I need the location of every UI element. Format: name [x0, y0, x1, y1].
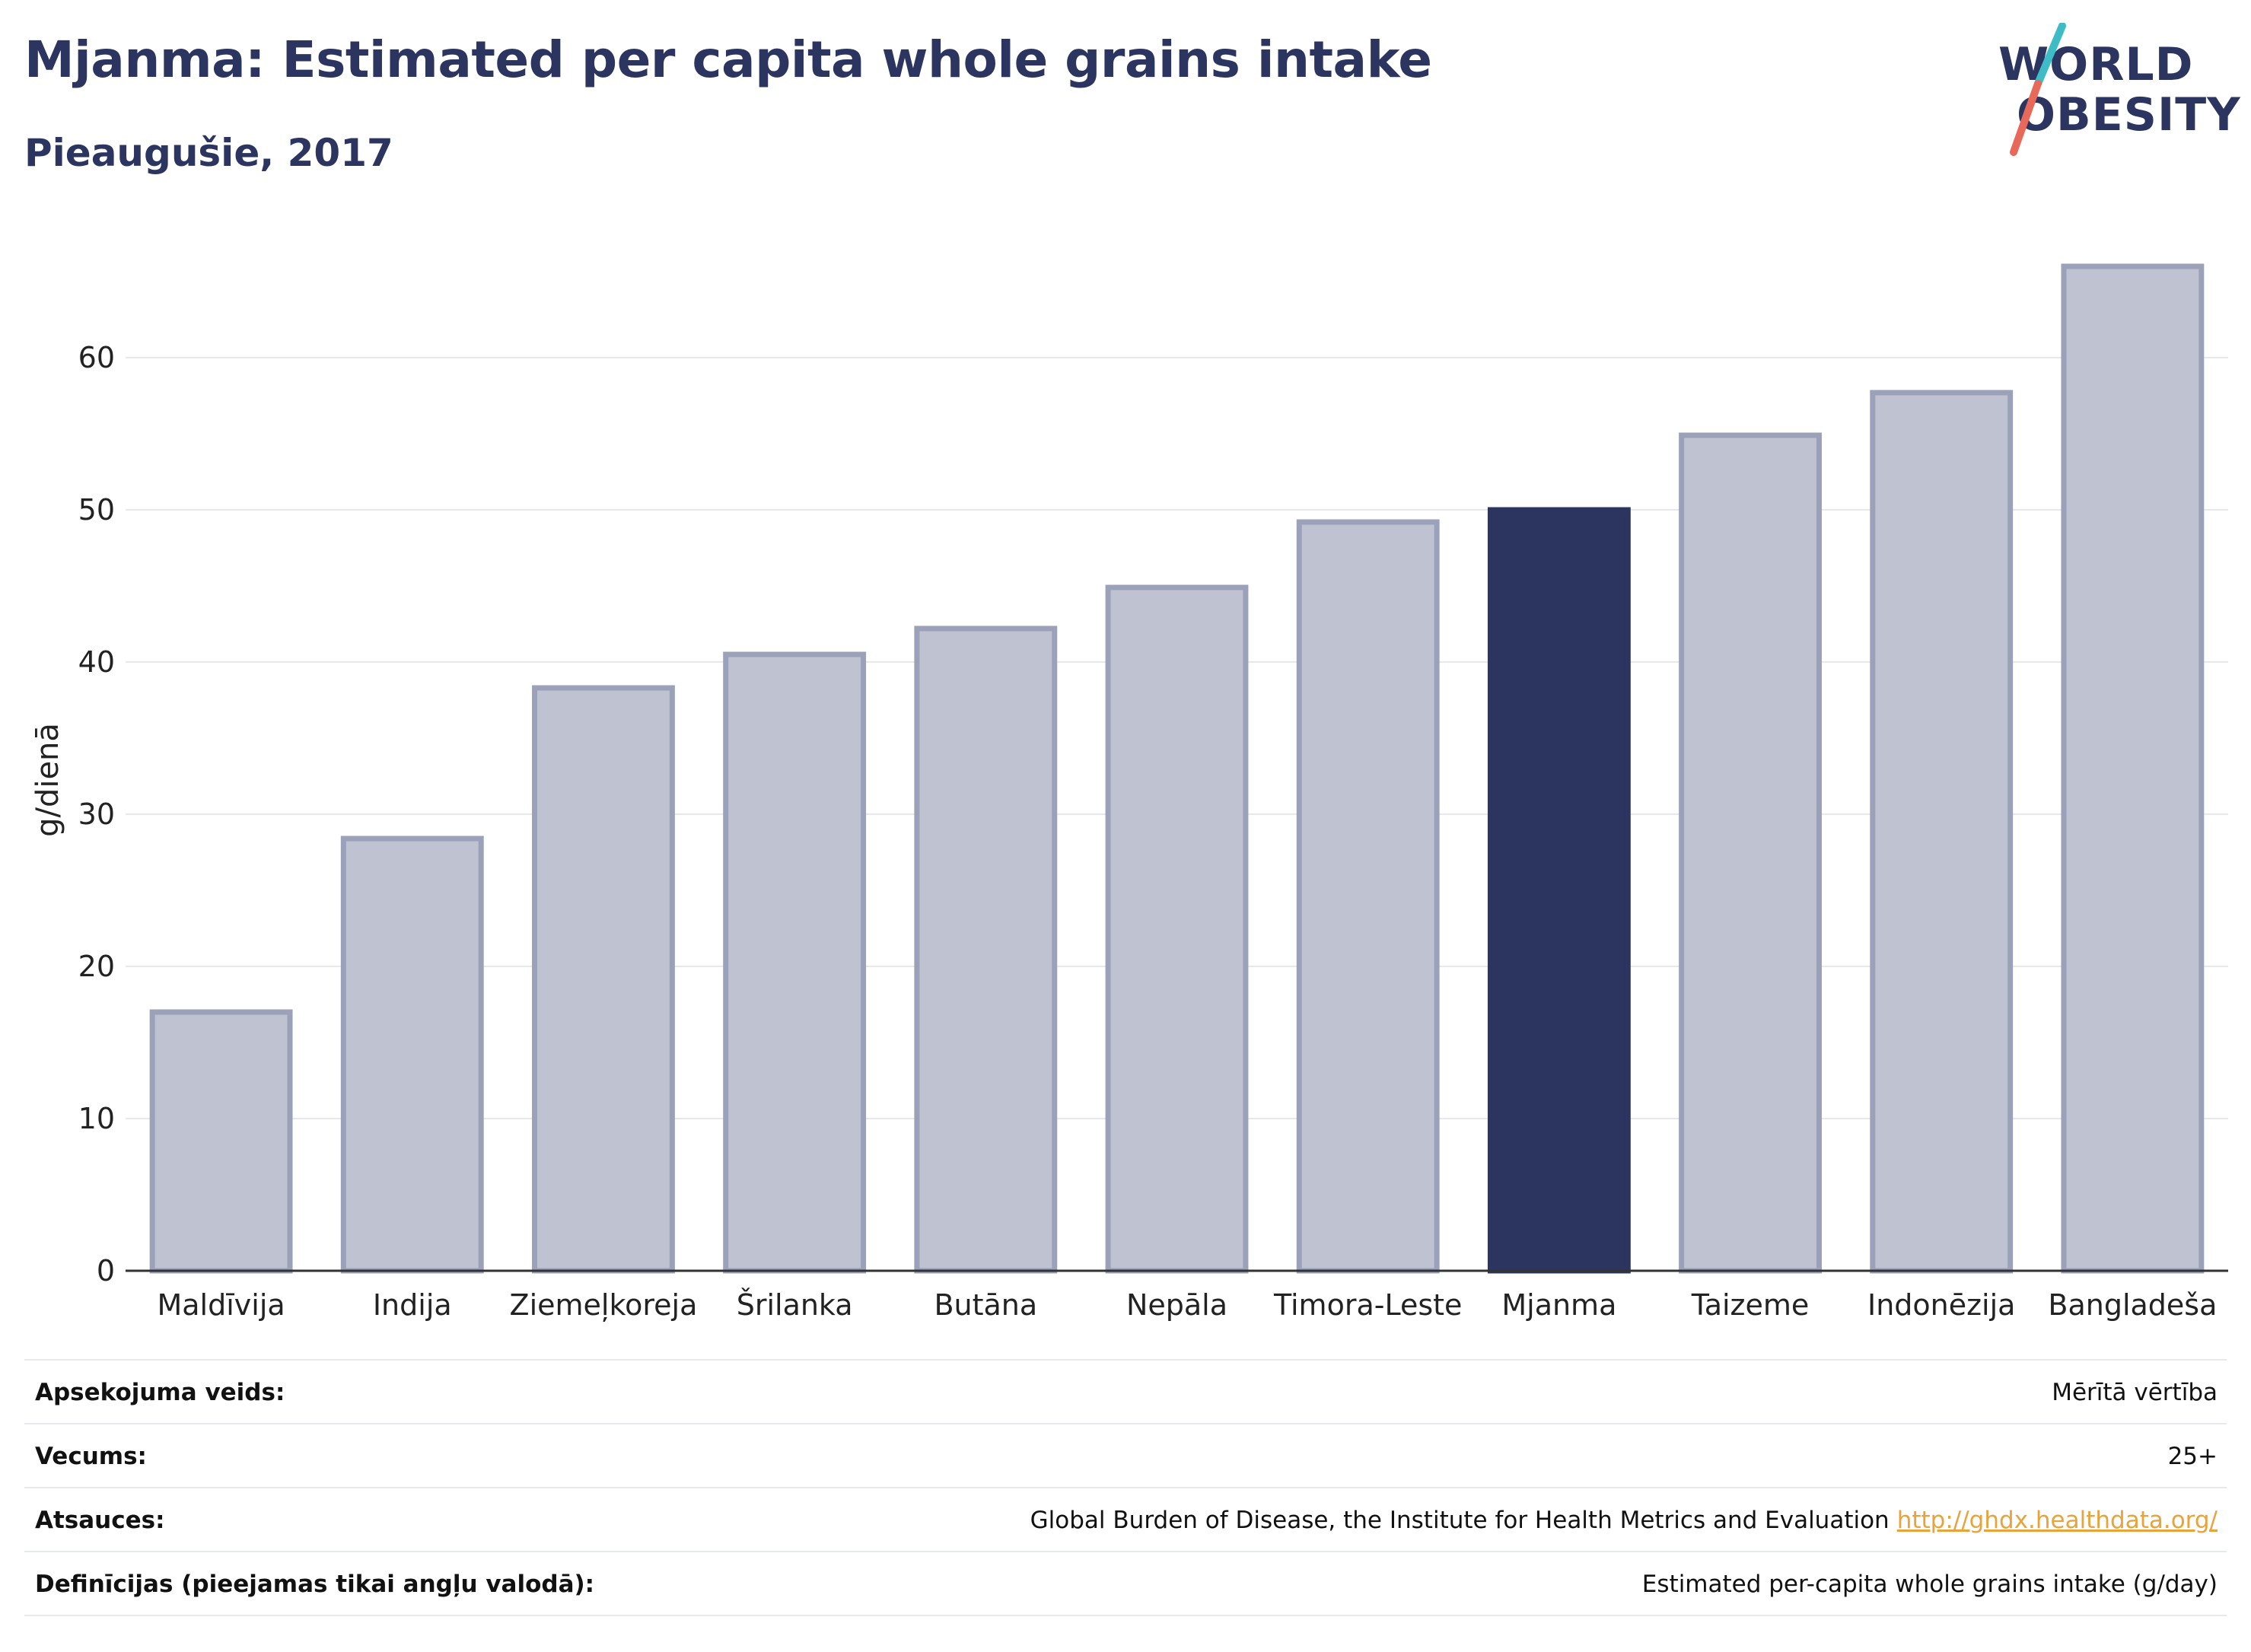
y-axis-label: g/dienā [30, 723, 65, 837]
metadata-label: Definīcijas (pieejamas tikai angļu valod… [35, 1571, 595, 1598]
metadata-row: Atsauces: Global Burden of Disease, the I… [24, 1487, 2227, 1551]
y-tick-label: 60 [78, 341, 115, 374]
x-tick-label: Bangladeša [2048, 1288, 2217, 1322]
bar-indonēzija[interactable] [1870, 390, 2014, 1274]
bar-timora-leste[interactable] [1296, 519, 1440, 1274]
metadata-value-text: Mērītā vērtība [2052, 1379, 2218, 1406]
metadata-row: Apsekojuma veids: Mērītā vērtība [24, 1359, 2227, 1423]
bar-indija[interactable] [340, 836, 484, 1274]
world-obesity-logo[interactable]: WORLD OBESITY [1986, 23, 2240, 160]
metadata-value-text: Estimated per-capita whole grains intake… [1641, 1571, 2218, 1598]
metadata-table: Apsekojuma veids: Mērītā vērtība Vecums: 25… [24, 1359, 2227, 1616]
x-tick-label: Ziemeļkoreja [510, 1288, 698, 1322]
page-subtitle: Pieaugušie, 2017 [24, 131, 393, 175]
metadata-label: Vecums: [35, 1443, 147, 1470]
x-tick-label: Maldīvija [157, 1288, 285, 1322]
y-tick-label: 20 [78, 950, 115, 983]
bar-taizeme[interactable] [1679, 432, 1822, 1274]
bars [149, 263, 2205, 1274]
metadata-value: Mērītā vērtība [2052, 1379, 2218, 1406]
bar-chart: 0 10 20 30 40 50 60 Maldīvija Indija Ziemeļkoreja… [30, 263, 2228, 1322]
x-tick-label: Indonēzija [1867, 1288, 2015, 1322]
x-tick-label: Šrilanka [737, 1288, 853, 1322]
metadata-row: Vecums: 25+ [24, 1423, 2227, 1487]
bar-mjanma[interactable] [1487, 507, 1631, 1274]
page-title: Mjanma: Estimated per capita whole grain… [24, 30, 1432, 89]
x-tick-label: Mjanma [1501, 1288, 1616, 1322]
metadata-value: Global Burden of Disease, the Institute … [1030, 1507, 2218, 1534]
metadata-value: Estimated per-capita whole grains intake… [1642, 1571, 2218, 1598]
metadata-value-text: 25+ [2167, 1443, 2218, 1470]
metadata-value: 25+ [2168, 1443, 2218, 1470]
bar-ziemeļkoreja[interactable] [532, 685, 675, 1274]
logo-line-2: OBESITY [2017, 88, 2241, 142]
bar-maldīvija[interactable] [149, 1009, 293, 1274]
metadata-label: Atsauces: [35, 1507, 165, 1534]
y-tick-label: 30 [78, 797, 115, 831]
metadata-label: Apsekojuma veids: [35, 1379, 285, 1406]
y-tick-label: 10 [78, 1102, 115, 1135]
logo-line-1: WORLD [1998, 38, 2194, 91]
metadata-row: Definīcijas (pieejamas tikai angļu valod… [24, 1551, 2227, 1616]
bar-bangladeša[interactable] [2061, 263, 2205, 1274]
x-tick-label: Indija [373, 1288, 452, 1322]
metadata-value-text: Global Burden of Disease, the Institute … [1030, 1507, 1890, 1534]
x-tick-label: Butāna [934, 1288, 1037, 1322]
source-link[interactable]: http://ghdx.healthdata.org/ [1896, 1507, 2218, 1534]
axes: 0 10 20 30 40 50 60 Maldīvija Indija Ziemeļkoreja… [78, 341, 2228, 1322]
y-tick-label: 0 [97, 1254, 115, 1288]
bar-šrilanka[interactable] [723, 651, 867, 1274]
bar-butāna[interactable] [914, 625, 1058, 1274]
bar-nepāla[interactable] [1105, 584, 1249, 1274]
y-tick-label: 50 [78, 493, 115, 527]
x-tick-label: Timora-Leste [1273, 1288, 1462, 1322]
x-tick-label: Nepāla [1126, 1288, 1227, 1322]
y-tick-label: 40 [78, 645, 115, 679]
x-tick-label: Taizeme [1691, 1288, 1810, 1322]
logo-slash-icon [2010, 23, 2066, 156]
